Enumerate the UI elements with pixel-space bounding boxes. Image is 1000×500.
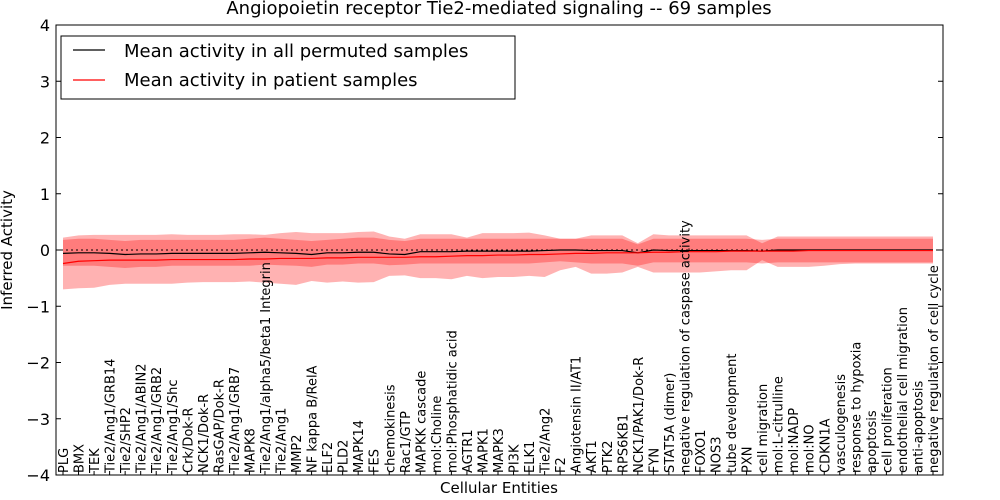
x-tick-label: MAPK3 [492, 428, 507, 473]
y-tick-label: 1 [40, 185, 50, 204]
x-tick-label: MAPK14 [352, 420, 367, 473]
x-tick-label: RPS6KB1 [616, 414, 631, 473]
line-permuted-samples [62, 249, 933, 256]
x-tick-label: mol:NADP [787, 408, 802, 473]
x-tick-label: negative regulation of caspase activity [678, 220, 693, 473]
x-tick-label: PI3K [508, 444, 523, 473]
x-tick-label: Rac1/GTP [399, 411, 414, 473]
band-patient-samples [63, 231, 933, 290]
x-tick-label: Tie2/Ang1/GRB14 [104, 359, 119, 474]
x-tick-label: PLG [57, 448, 72, 473]
x-tick-label: apoptosis [865, 410, 880, 473]
x-tick-label: tube development [725, 354, 740, 473]
y-tick-label: 3 [40, 72, 50, 91]
legend-label-patient: Mean activity in patient samples [124, 70, 418, 91]
x-tick-label: NOS3 [710, 437, 725, 473]
y-tick-label: −3 [26, 410, 50, 429]
x-tick-label: mol:Phosphatidic acid [445, 330, 460, 473]
x-tick-label: ELF2 [321, 442, 336, 473]
x-tick-label: mol:NO [803, 424, 818, 473]
x-tick-label: AKT1 [585, 440, 600, 473]
x-tick-label: Crk/Dok-R [181, 407, 196, 473]
x-tick-label: vasculogenesis [834, 374, 849, 473]
x-tick-label: MAPK8 [243, 428, 258, 473]
x-tick-label: anti-apoptosis [911, 381, 926, 473]
series-lines [62, 249, 933, 265]
y-axis: −4 −3 −2 −1 0 1 2 3 4 [26, 16, 943, 485]
x-tick-label: AGTR1 [461, 429, 476, 473]
x-tick-label: Tie2/Ang1/GRB7 [228, 367, 243, 474]
x-tick-label: FES [368, 449, 383, 473]
y-axis-title: Inferred Activity [0, 190, 16, 310]
x-tick-label: NCK1/Dok-R [197, 394, 212, 473]
x-axis-labels: PLG BMX TEK Tie2/Ang1/GRB14 Tie2/SHP2 Tie2/An… [57, 220, 942, 475]
x-tick-label: MAPK1 [476, 428, 491, 473]
x-tick-label: PTK2 [601, 440, 616, 473]
y-tick-label: −2 [26, 354, 50, 373]
x-axis-title: Cellular Entities [440, 479, 558, 497]
band-permuted-samples [63, 237, 933, 268]
x-tick-label: F2 [554, 457, 569, 473]
x-tick-label: CDKN1A [818, 418, 833, 473]
legend: Mean activity in all permuted samples Me… [60, 35, 516, 100]
x-tick-label: NCK1/PAK1/Dok-R [632, 357, 647, 473]
x-tick-label: RasGAP/Dok-R [212, 379, 227, 473]
x-tick-label: cell migration [756, 384, 771, 473]
x-tick-label: ELK1 [523, 441, 538, 473]
legend-label-permuted: Mean activity in all permuted samples [124, 41, 468, 62]
x-tick-label: response to hypoxia [849, 342, 864, 473]
chart-title: Angiopoietin receptor Tie2-mediated sign… [226, 0, 771, 19]
x-tick-label: negative regulation of cell cycle [927, 265, 942, 473]
x-tick-label: Tie2/SHP2 [119, 407, 134, 474]
x-tick-label: FOXO1 [694, 430, 709, 473]
y-tick-label: 4 [40, 16, 50, 35]
x-tick-label: Tie2/Ang1/GRB2 [150, 367, 165, 474]
x-tick-label: Tie2/Ang1 [275, 408, 290, 474]
x-tick-label: cell proliferation [880, 367, 895, 473]
y-tick-label: 0 [40, 241, 50, 260]
x-tick-label: PLD2 [337, 440, 352, 473]
x-tick-label: TEK [88, 448, 103, 474]
x-tick-label: Tie2/Ang2 [539, 408, 554, 474]
x-tick-label: chemokinesis [383, 384, 398, 473]
x-tick-label: endothelial cell migration [896, 307, 911, 473]
x-tick-label: Tie2/Ang1/alpha5/beta1 Integrin [259, 262, 274, 474]
x-tick-label: mol:Choline [430, 396, 445, 473]
x-tick-label: mol:L-citrulline [772, 376, 787, 473]
x-tick-label: MAPKK cascade [414, 371, 429, 473]
x-tick-label: Angiotensin II/AT1 [570, 356, 585, 473]
x-tick-label: FYN [647, 448, 662, 473]
line-patient-samples [62, 249, 933, 265]
y-tick-label: −4 [26, 466, 50, 485]
x-tick-label: Tie2/Ang1/ABIN2 [135, 364, 150, 474]
x-tick-label: MMP2 [290, 434, 305, 473]
y-tick-label: −1 [26, 297, 50, 316]
x-tick-label: BMX [73, 444, 88, 473]
confidence-bands [63, 231, 933, 290]
x-tick-label: Tie2/Ang1/Shc [166, 380, 181, 474]
x-tick-label: PXN [741, 447, 756, 473]
x-tick-label: NF kappa B/RelA [306, 365, 321, 473]
y-tick-label: 2 [40, 129, 50, 148]
legend-box [60, 35, 516, 100]
x-tick-label: STAT5A (dimer) [663, 373, 678, 473]
